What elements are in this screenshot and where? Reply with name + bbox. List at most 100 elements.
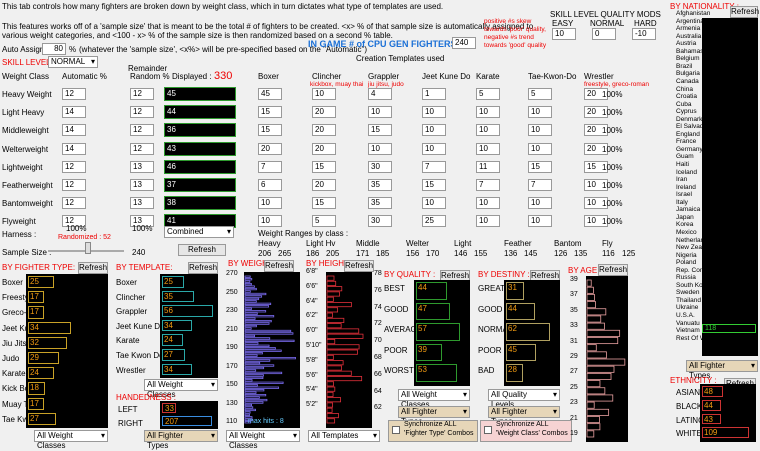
automatic-input[interactable]: 12 — [62, 88, 86, 100]
boxer-input[interactable]: 20 — [258, 142, 282, 155]
destiny-filter-2[interactable]: All Fighter Types — [488, 406, 560, 426]
tkd-input[interactable]: 10 — [528, 142, 552, 155]
karate-input[interactable]: 5 — [476, 88, 500, 100]
jkd-input[interactable]: 15 — [422, 179, 446, 191]
weight-filter[interactable]: All Weight Classes — [226, 430, 300, 450]
grappler-input[interactable]: 35 — [368, 179, 392, 191]
karate-input[interactable]: 10 — [476, 197, 500, 210]
skill-level-select[interactable]: NORMAL — [48, 56, 98, 68]
weight-refresh-button[interactable]: Refresh — [264, 260, 294, 272]
jkd-input[interactable]: 10 — [422, 197, 446, 210]
automatic-input[interactable]: 12 — [62, 179, 86, 191]
grappler-input[interactable]: 4 — [368, 88, 392, 100]
destiny-filter[interactable]: All Quality Levels — [488, 389, 560, 409]
tkd-input[interactable]: 10 — [528, 197, 552, 210]
tkd-input[interactable]: 7 — [528, 179, 552, 191]
template-refresh-button[interactable]: Refresh — [188, 262, 218, 274]
karate-input[interactable]: 10 — [476, 124, 500, 137]
automatic-input[interactable]: 12 — [62, 160, 86, 173]
nationality-filter[interactable]: All Fighter Types — [686, 360, 758, 380]
destiny-refresh-button[interactable]: Refresh — [530, 270, 560, 282]
combined-select[interactable]: Combined — [164, 226, 234, 238]
handedness-filter[interactable]: All Fighter Types — [144, 430, 218, 450]
jkd-input[interactable]: 10 — [422, 142, 446, 155]
template-filter[interactable]: All Weight Classes — [144, 379, 218, 399]
wrestler-input[interactable]: 20 — [584, 106, 608, 119]
jkd-input[interactable]: 10 — [422, 106, 446, 119]
jkd-input[interactable]: 10 — [422, 124, 446, 137]
random-input[interactable]: 13 — [130, 215, 154, 228]
random-input[interactable]: 13 — [130, 197, 154, 210]
tkd-input[interactable]: 10 — [528, 124, 552, 137]
karate-input[interactable]: 7 — [476, 179, 500, 191]
grappler-input[interactable]: 35 — [368, 197, 392, 210]
grappler-input[interactable]: 30 — [368, 160, 392, 173]
automatic-input[interactable]: 14 — [62, 142, 86, 155]
height-refresh-button[interactable]: Refresh — [344, 260, 374, 272]
tkd-input[interactable]: 10 — [528, 106, 552, 119]
wrestler-input[interactable]: 20 — [584, 142, 608, 155]
wrestler-input[interactable]: 15 — [584, 160, 608, 173]
clincher-input[interactable]: 5 — [312, 215, 336, 228]
wrestler-input[interactable]: 20 — [584, 88, 608, 100]
fighter-type-filter[interactable]: All Weight Classes — [34, 430, 108, 450]
grappler-input[interactable]: 10 — [368, 142, 392, 155]
tkd-input[interactable]: 10 — [528, 215, 552, 228]
boxer-input[interactable]: 45 — [258, 88, 282, 100]
sync-weight-class-checkbox[interactable] — [484, 426, 492, 434]
jkd-input[interactable]: 25 — [422, 215, 446, 228]
automatic-input[interactable]: 12 — [62, 215, 86, 228]
random-input[interactable]: 13 — [130, 160, 154, 173]
clincher-input[interactable]: 10 — [312, 88, 336, 100]
fighter-type-refresh-button[interactable]: Refresh — [78, 262, 108, 274]
sync-fighter-type-checkbox[interactable] — [392, 426, 400, 434]
auto-assign-input[interactable]: 80 — [42, 43, 66, 55]
grappler-input[interactable]: 30 — [368, 215, 392, 228]
wrestler-input[interactable]: 20 — [584, 124, 608, 137]
skill-hard-input[interactable]: -10 — [632, 28, 656, 40]
sample-slider-thumb[interactable] — [85, 242, 91, 254]
grappler-input[interactable]: 15 — [368, 124, 392, 137]
tkd-input[interactable]: 15 — [528, 160, 552, 173]
karate-input[interactable]: 11 — [476, 160, 500, 173]
nationality-refresh-button[interactable]: Refresh — [730, 6, 760, 18]
skill-easy-input[interactable]: 10 — [552, 28, 576, 40]
random-input[interactable]: 12 — [130, 142, 154, 155]
quality-filter-2[interactable]: All Fighter Types — [398, 406, 470, 426]
boxer-input[interactable]: 7 — [258, 160, 282, 173]
clincher-input[interactable]: 20 — [312, 124, 336, 137]
boxer-input[interactable]: 10 — [258, 197, 282, 210]
boxer-input[interactable]: 10 — [258, 215, 282, 228]
clincher-input[interactable]: 20 — [312, 142, 336, 155]
clincher-input[interactable]: 20 — [312, 106, 336, 119]
random-input[interactable]: 12 — [130, 106, 154, 119]
karate-input[interactable]: 10 — [476, 142, 500, 155]
clincher-input[interactable]: 20 — [312, 179, 336, 191]
quality-filter[interactable]: All Weight Classes — [398, 389, 470, 409]
grappler-input[interactable]: 10 — [368, 106, 392, 119]
boxer-input[interactable]: 6 — [258, 179, 282, 191]
height-filter[interactable]: All Templates — [308, 430, 380, 442]
wrestler-input[interactable]: 10 — [584, 197, 608, 210]
in-game-input[interactable]: 240 — [452, 37, 476, 49]
clincher-input[interactable]: 15 — [312, 160, 336, 173]
automatic-input[interactable]: 12 — [62, 197, 86, 210]
harness-refresh-button[interactable]: Refresh — [178, 244, 226, 256]
automatic-input[interactable]: 14 — [62, 124, 86, 137]
jkd-input[interactable]: 1 — [422, 88, 446, 100]
wrestler-input[interactable]: 10 — [584, 179, 608, 191]
tkd-input[interactable]: 5 — [528, 88, 552, 100]
skill-normal-input[interactable]: 0 — [592, 28, 616, 40]
boxer-input[interactable]: 15 — [258, 106, 282, 119]
karate-input[interactable]: 10 — [476, 106, 500, 119]
wrestler-input[interactable]: 10 — [584, 215, 608, 228]
boxer-input[interactable]: 15 — [258, 124, 282, 137]
age-refresh-button[interactable]: Refresh — [598, 264, 628, 276]
clincher-input[interactable]: 15 — [312, 197, 336, 210]
random-input[interactable]: 13 — [130, 179, 154, 191]
automatic-input[interactable]: 14 — [62, 106, 86, 119]
jkd-input[interactable]: 7 — [422, 160, 446, 173]
karate-input[interactable]: 10 — [476, 215, 500, 228]
random-input[interactable]: 12 — [130, 124, 154, 137]
random-input[interactable]: 12 — [130, 88, 154, 100]
